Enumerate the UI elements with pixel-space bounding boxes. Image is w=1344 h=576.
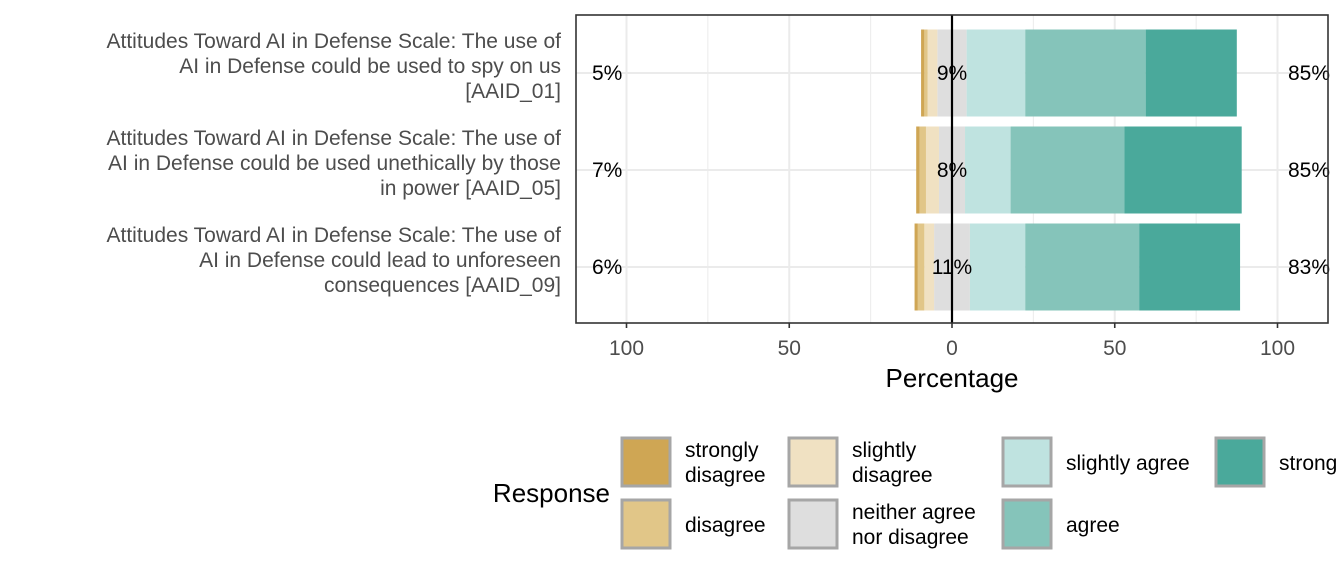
bar-segment (1124, 126, 1242, 214)
legend-label: strong (1279, 452, 1337, 475)
legend-title: Response (493, 478, 610, 508)
bar-segment (934, 223, 952, 311)
left-percentage-label: 6% (592, 256, 622, 279)
legend-label: agree (1066, 514, 1120, 537)
bar-segment (952, 223, 970, 311)
legend: strongly disagree disagree slightly disagree… (620, 436, 1337, 550)
center-percentage-label: 8% (937, 159, 967, 182)
bar-segment (927, 29, 938, 117)
center-percentage-label: 11% (932, 256, 972, 279)
x-tick-label: 100 (609, 337, 644, 360)
percentage-labels: 5% 9% 85% 7% 8% 85% 6% 11% 83% (592, 62, 1330, 279)
bar-segment (921, 29, 925, 117)
bar-segment (1025, 29, 1146, 117)
bar-segment (1025, 223, 1140, 311)
right-percentage-label: 85% (1288, 62, 1330, 85)
legend-key (620, 498, 672, 550)
bar-segment (938, 126, 952, 214)
legend-key (1214, 436, 1266, 488)
bar-segment (924, 29, 928, 117)
legend-key (1001, 436, 1053, 488)
bar-segment (965, 126, 1011, 214)
bar-segment (914, 223, 918, 311)
y-axis-label: Attitudes Toward AI in Defense Scale: Th… (107, 127, 562, 200)
legend-key (787, 436, 839, 488)
x-tick-label: 0 (946, 337, 958, 360)
bar-segment (919, 126, 926, 214)
x-axis-ticks: 100 50 0 50 100 (609, 323, 1295, 360)
left-percentage-label: 5% (592, 62, 622, 85)
bar-segment (1145, 29, 1237, 117)
legend-key (620, 436, 672, 488)
y-axis-labels: Attitudes Toward AI in Defense Scale: Th… (107, 30, 562, 297)
x-axis-title: Percentage (886, 363, 1019, 393)
left-percentage-label: 7% (592, 159, 622, 182)
legend-label: slightly agree (1066, 452, 1190, 475)
right-percentage-label: 85% (1288, 159, 1330, 182)
y-axis-label: Attitudes Toward AI in Defense Scale: Th… (107, 224, 562, 297)
center-percentage-label: 9% (937, 62, 967, 85)
bar-segment (952, 29, 967, 117)
bars (914, 29, 1242, 311)
bar-segment (917, 223, 925, 311)
legend-key (1001, 498, 1053, 550)
legend-label: neither agree nor disagree (852, 501, 976, 549)
bar-segment (1139, 223, 1241, 311)
y-axis-label: Attitudes Toward AI in Defense Scale: Th… (107, 30, 562, 103)
bar-segment (969, 223, 1026, 311)
legend-key (787, 498, 839, 550)
bar-segment (925, 126, 939, 214)
legend-label: disagree (685, 514, 766, 537)
bar-segment (966, 29, 1026, 117)
bar-segment (1010, 126, 1125, 214)
bar-segment (937, 29, 952, 117)
x-tick-label: 50 (1103, 337, 1126, 360)
bar-segment (952, 126, 966, 214)
x-tick-label: 100 (1260, 337, 1295, 360)
legend-label: strongly disagree (685, 439, 766, 487)
legend-label: slightly disagree (852, 439, 933, 487)
bar-segment (924, 223, 935, 311)
right-percentage-label: 83% (1288, 256, 1330, 279)
x-tick-label: 50 (778, 337, 801, 360)
bar-segment (916, 126, 920, 214)
